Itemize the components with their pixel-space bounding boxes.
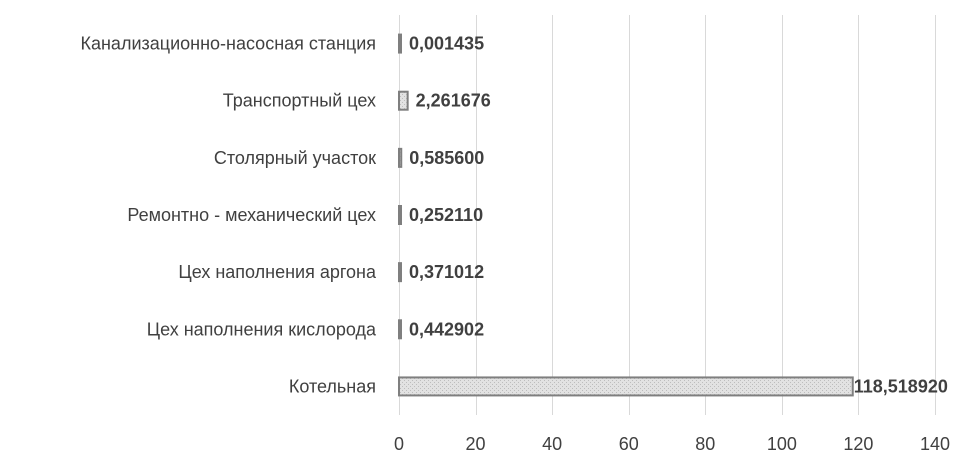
x-tick-label-20: 20	[466, 434, 486, 454]
data-label-1: 118,518920	[854, 376, 948, 396]
category-label-3: Цех наполнения аргона	[178, 262, 377, 282]
bar-5	[398, 147, 403, 168]
category-labels: Котельная Цех наполнения кислорода Цех нап…	[81, 34, 377, 397]
category-label-5: Столярный участок	[214, 148, 376, 168]
x-tick-label-100: 100	[767, 434, 797, 454]
data-labels: 118,518920 0,442902 0,371012 0,252110 0,5856…	[409, 34, 948, 397]
x-tick-label-80: 80	[695, 434, 715, 454]
category-label-4: Ремонтно - механический цех	[127, 205, 376, 225]
data-label-6: 2,261676	[416, 91, 491, 111]
category-label-7: Канализационно-насосная станция	[81, 34, 377, 54]
bar-6	[398, 90, 409, 111]
gridlines	[399, 15, 936, 415]
category-label-6: Транспортный цех	[223, 91, 376, 111]
x-tick-label-140: 140	[920, 434, 950, 454]
x-tick-label-40: 40	[542, 434, 562, 454]
data-label-4: 0,252110	[409, 205, 483, 225]
category-label-1: Котельная	[289, 376, 376, 396]
bar-7	[398, 33, 402, 54]
data-label-5: 0,585600	[409, 148, 484, 168]
x-tick-label-0: 0	[394, 434, 404, 454]
x-axis-tick-labels: 0 20 40 60 80 100 120 140	[394, 434, 950, 454]
data-label-7: 0,001435	[409, 34, 484, 54]
x-tick-label-120: 120	[843, 434, 873, 454]
category-label-2: Цех наполнения кислорода	[147, 319, 377, 339]
bar-3	[398, 262, 402, 283]
bar-4	[398, 205, 402, 225]
bars	[398, 33, 854, 397]
data-label-3: 0,371012	[409, 262, 484, 282]
x-tick-label-60: 60	[619, 434, 639, 454]
bar-2	[398, 319, 402, 340]
data-label-2: 0,442902	[409, 319, 484, 339]
bar-1	[398, 376, 854, 397]
